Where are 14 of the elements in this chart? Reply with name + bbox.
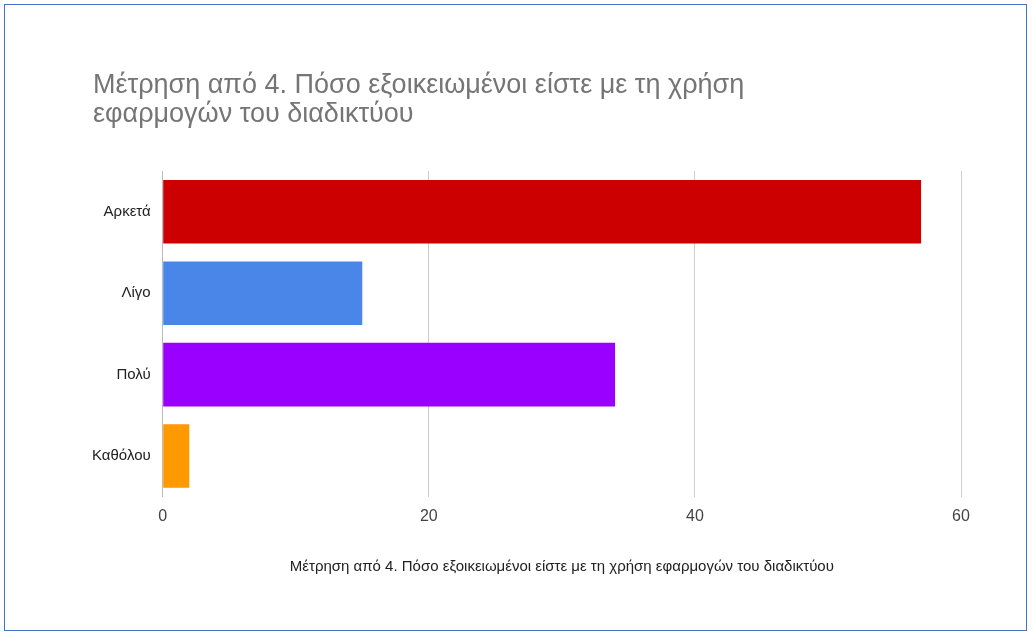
x-tick-label: 60 bbox=[952, 506, 970, 524]
y-tick-label: Αρκετά bbox=[103, 201, 152, 219]
x-tick-label: 40 bbox=[686, 506, 704, 524]
y-tick-label: Καθόλου bbox=[91, 446, 151, 464]
x-tick-label: 20 bbox=[419, 506, 438, 524]
bar bbox=[163, 342, 616, 407]
x-axis-title: Μέτρηση από 4. Πόσο εξοικειωμένοι είστε με τη χρήση εφαρμογών του διαδικτύου bbox=[289, 557, 834, 575]
bar bbox=[163, 424, 190, 488]
bar bbox=[163, 179, 922, 244]
y-tick-label: Λίγο bbox=[121, 283, 151, 301]
x-tick-label: 0 bbox=[158, 506, 168, 524]
chart-title: Μέτρηση από 4. Πόσο εξοικειωμένοι είστε με τη χρήση εφαρμογών του διαδικτύου bbox=[93, 69, 746, 128]
y-tick-label: Πολύ bbox=[116, 364, 151, 382]
bar bbox=[163, 261, 363, 325]
